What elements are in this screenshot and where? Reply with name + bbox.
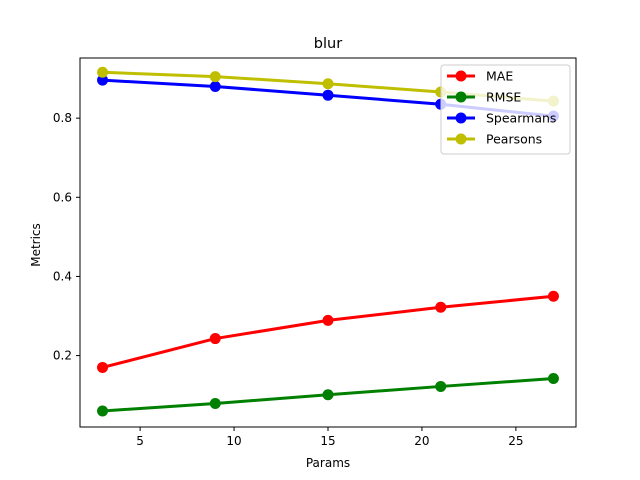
x-tick-label: 15 (320, 434, 335, 448)
data-point-pearsons (322, 78, 334, 90)
x-tick-label: 5 (136, 434, 144, 448)
y-tick-label: 0.6 (53, 190, 72, 204)
y-tick-label: 0.2 (53, 349, 72, 363)
data-point-pearsons (209, 71, 221, 83)
data-point-rmse (209, 397, 221, 409)
data-point-rmse (322, 389, 334, 401)
legend-marker-mae (455, 70, 467, 82)
x-tick-label: 20 (414, 434, 429, 448)
chart-title: blur (314, 36, 342, 52)
series-line-mae (102, 294, 554, 369)
y-axis: 0.2 0.4 0.6 0.8 (53, 111, 80, 363)
x-tick-label: 25 (508, 434, 523, 448)
y-tick-label: 0.8 (53, 111, 72, 125)
data-point-mae (435, 301, 447, 313)
legend-label-rmse: RMSE (486, 90, 521, 105)
x-tick-label: 10 (226, 434, 241, 448)
plot-frame (79, 57, 577, 428)
y-tick-label: 0.4 (53, 269, 72, 283)
data-point-pearsons (97, 66, 109, 78)
legend-marker-pearsons (455, 133, 467, 145)
legend-box (440, 64, 571, 155)
legend: MAE RMSE Spearmans Pearsons (440, 64, 571, 155)
data-point-rmse (435, 380, 447, 392)
data-point-rmse (97, 405, 109, 417)
data-point-spearmans (322, 89, 334, 101)
data-point-spearmans (209, 80, 221, 92)
legend-label-mae: MAE (486, 69, 513, 84)
legend-marker-rmse (455, 91, 467, 103)
data-point-rmse (547, 373, 559, 385)
legend-label-spearmans: Spearmans (486, 111, 556, 126)
x-axis: 5 10 15 20 25 (136, 427, 524, 448)
y-axis-label: Metrics (29, 223, 43, 267)
data-point-spearmans (97, 74, 109, 86)
legend-marker-spearmans (455, 112, 467, 124)
data-point-mae (547, 290, 559, 302)
data-point-mae (97, 361, 109, 373)
data-point-mae (322, 314, 334, 326)
legend-label-pearsons: Pearsons (486, 132, 542, 147)
data-point-mae (209, 333, 221, 345)
x-axis-label: Params (306, 456, 350, 470)
